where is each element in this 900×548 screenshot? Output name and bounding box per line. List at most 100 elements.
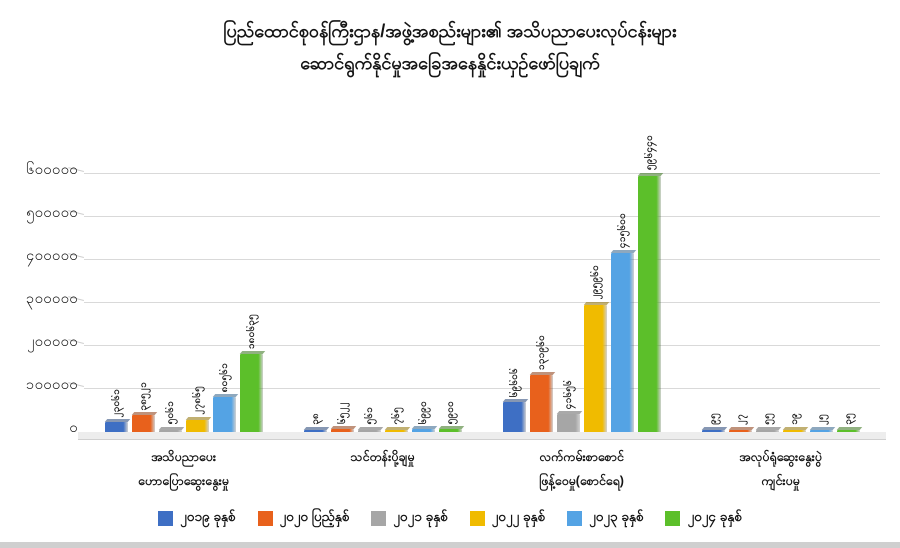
bar-data-label: ၂၃၀၆၁ bbox=[111, 388, 122, 418]
bar: ၃၅ bbox=[836, 413, 862, 432]
legend-label: ၂၀၂၁ ခုနှစ် bbox=[393, 509, 448, 524]
bar-data-label: ၄၁၅၆၀၀ bbox=[617, 213, 628, 249]
bar-top-face bbox=[330, 426, 356, 430]
chart-title-line2: ဆောင်ရွက်နိုင်မှုအခြေအနေနှိုင်းယှဉ်ဖော်ပ… bbox=[300, 52, 600, 73]
bar-data-label: ၁၃၁၉၆၀ bbox=[536, 335, 547, 371]
gridline bbox=[84, 388, 880, 389]
bar-data-label: ၃၈ bbox=[310, 413, 321, 425]
x-axis-category-labels: အသိပညာပေး ဟောပြောဆွေးနွေးမှု သင်တန်းပို့ချ… bbox=[84, 446, 880, 494]
bar-top-face bbox=[185, 417, 211, 421]
bar-data-label: ၆၅၂၂ bbox=[337, 402, 348, 425]
bar: ၂၇ bbox=[728, 414, 754, 432]
category-label-line: လက်ကမ်းစာစောင် bbox=[539, 450, 624, 464]
category-label-line: အလုပ်ရုံဆွေးနွေးပွဲ bbox=[739, 450, 822, 464]
bar-data-label: ၅၀၆၁ bbox=[165, 401, 176, 425]
legend-label: ၂၀၂၀ ပြည့်နှစ် bbox=[279, 509, 350, 524]
bar-group: ၃၈ ၆၅၂၂ ၅၆၁ ၇၆၅ ၆၉၉၀ ၅၉၀၀ bbox=[283, 174, 482, 432]
legend-swatch bbox=[469, 510, 485, 526]
window-bottom-strip bbox=[0, 542, 900, 548]
bar-data-label: ၂၉၅၉၆၀ bbox=[590, 265, 601, 300]
bar-data-label: ၈၀၅၆၁ bbox=[219, 363, 230, 393]
plot-area: ၀ ၁၀၀၀၀၀ ၂၀၀၀၀၀ ၃၀၀၀၀၀ ၄၀၀၀၀၀ ၅၀၀၀၀၀ ၆၀၀၀၀၀ ၂၃… bbox=[26, 135, 886, 440]
legend-item: ၂၀၂၄ ခုနှစ် bbox=[665, 508, 742, 528]
bar: ၁၈၀၆၃၅ bbox=[239, 314, 265, 432]
gridline bbox=[84, 302, 880, 303]
bar: ၃၈ bbox=[303, 413, 329, 432]
legend-item: ၂၀၂၂ ခုနှစ် bbox=[469, 508, 545, 528]
bar-top-face bbox=[637, 172, 663, 176]
bar: ၆၉၉၀ bbox=[411, 401, 437, 432]
bar: ၆၉၆၀၆ bbox=[502, 368, 528, 432]
legend: ၂၀၁၉ ခုနှစ် ၂၀၂၀ ပြည့်နှစ် ၂၀၂၁ ခုနှစ် ၂၀၂၂… bbox=[0, 508, 900, 528]
bar-data-label: ၅၆၁ bbox=[364, 407, 375, 425]
y-tick-label: ၆၀၀၀၀၀ bbox=[26, 162, 78, 178]
category-label-line: အသိပညာပေး bbox=[150, 450, 216, 464]
bar: ၁၃၁၉၆၀ bbox=[529, 335, 555, 432]
category-label: သင်တန်းပို့ချမှု bbox=[283, 446, 482, 494]
bar-data-label: ၆၉၉၀ bbox=[418, 400, 429, 424]
bar: ၂၇၈၆၅ bbox=[185, 386, 211, 432]
chart-title-line1: ပြည်ထောင်စုဝန်ကြီးဌာန/အဖွဲ့အစည်းများ၏ အသ… bbox=[223, 21, 677, 41]
bar-data-label: ၄၁၆၅၆ bbox=[563, 379, 574, 410]
bar: ၄၁၆၅၆ bbox=[556, 380, 582, 432]
bar: ၂၅ bbox=[809, 414, 835, 432]
bar: ၉၅ bbox=[701, 413, 727, 432]
bar-top-face bbox=[809, 427, 835, 430]
bar-top-face bbox=[357, 427, 383, 430]
gridline bbox=[84, 173, 880, 174]
bar: ၅၆၁ bbox=[357, 407, 383, 432]
legend-item: ၂၀၂၃ ခုနှစ် bbox=[567, 508, 643, 528]
bar: ၂၉၅၉၆၀ bbox=[583, 265, 609, 432]
bar-top-face bbox=[104, 419, 130, 423]
y-tick-label: ၂၀၀၀၀၀ bbox=[27, 334, 78, 350]
category-label: အသိပညာပေး ဟောပြောဆွေးနွေးမှု bbox=[84, 446, 283, 494]
bar-top-face bbox=[529, 372, 555, 376]
bar: ၄၁၅၆၀၀ bbox=[610, 213, 636, 432]
bar: ၅၀၆၁ bbox=[158, 401, 184, 432]
bar-data-label: ၆၉၆၀၆ bbox=[509, 367, 520, 398]
legend-swatch bbox=[567, 510, 583, 526]
category-label: လက်ကမ်းစာစောင်ဖြန့်ဝေမှု(စောင်ရေ) bbox=[482, 446, 681, 494]
category-label-line: ကျင်းပမှု bbox=[761, 473, 800, 488]
bar-top-face bbox=[212, 394, 238, 398]
bar-top-face bbox=[701, 427, 727, 430]
bar-top-face bbox=[411, 426, 437, 429]
chart-title: ပြည်ထောင်စုဝန်ကြီးဌာန/အဖွဲ့အစည်းများ၏ အသ… bbox=[0, 16, 900, 79]
legend-label: ၂၀၂၄ ခုနှစ် bbox=[687, 509, 742, 524]
bar-top-face bbox=[303, 427, 329, 430]
legend-label: ၂၀၁၉ ခုနှစ် bbox=[180, 509, 236, 524]
bar-top-face bbox=[502, 399, 528, 403]
bar-top-face bbox=[836, 427, 862, 430]
bar-top-face bbox=[239, 351, 265, 355]
bar: ၆၅၂၂ bbox=[330, 402, 356, 432]
bar: ၅၉၆၄၄၀ bbox=[637, 135, 663, 432]
bar-top-face bbox=[782, 427, 808, 430]
bar-data-label: ၉၅ bbox=[708, 413, 719, 425]
bar: ၁၉ bbox=[782, 413, 808, 432]
gridline bbox=[84, 345, 880, 346]
bar-data-label: ၃၈၅၂၁ bbox=[138, 381, 149, 411]
gridline bbox=[84, 259, 880, 260]
bar-top-face bbox=[583, 301, 609, 305]
y-tick-label: ၄၀၀၀၀၀ bbox=[26, 248, 78, 264]
bar-top-face bbox=[755, 427, 781, 430]
bar-top-face bbox=[384, 427, 410, 430]
legend-swatch bbox=[158, 510, 174, 526]
y-tick-label: ၀ bbox=[69, 420, 78, 436]
bar-top-face bbox=[158, 426, 184, 430]
legend-swatch bbox=[665, 510, 681, 526]
bar-top-face bbox=[556, 411, 582, 415]
gridline bbox=[84, 216, 880, 217]
category-label-line: ဖြန့်ဝေမှု(စောင်ရေ) bbox=[539, 473, 624, 488]
category-label-line: သင်တန်းပို့ချမှု bbox=[350, 450, 415, 464]
legend-label: ၂၀၂၃ ခုနှစ် bbox=[589, 509, 644, 524]
y-tick-label: ၁၀၀၀၀၀ bbox=[26, 377, 78, 393]
bar-top-face bbox=[610, 250, 636, 254]
bar-data-label: ၁၉ bbox=[789, 413, 800, 425]
bar-data-label: ၂၇ bbox=[735, 413, 746, 425]
legend-item: ၂၀၂၁ ခုနှစ် bbox=[371, 508, 448, 528]
bar: ၇၆၅ bbox=[384, 407, 410, 432]
bar-data-label: ၅၉၆၄၄၀ bbox=[644, 135, 655, 171]
y-tick-label: ၅၀၀၀၀၀ bbox=[26, 205, 78, 221]
